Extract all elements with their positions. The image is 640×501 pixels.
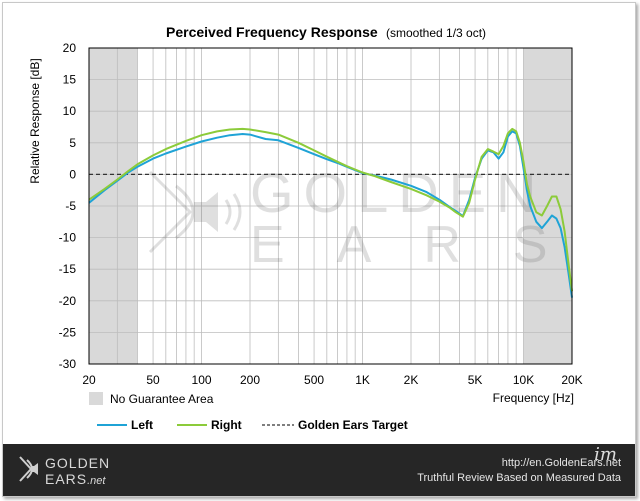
x-tick-label: 20K xyxy=(561,373,582,387)
y-axis-label: Relative Response [dB] xyxy=(28,58,42,183)
watermark-logo-icon xyxy=(148,170,242,254)
y-tick-label: -10 xyxy=(59,231,77,245)
x-tick-label: 50 xyxy=(146,373,160,387)
legend-label-left: Left xyxy=(131,418,153,432)
y-tick-labels: 20 15 10 5 0 -5 -10 -15 -20 -25 -30 xyxy=(59,41,77,371)
y-tick-label: 5 xyxy=(69,136,76,150)
logo-text-golden: GOLDEN xyxy=(45,455,111,471)
y-tick-label: 10 xyxy=(63,104,77,118)
x-axis-label: Frequency [Hz] xyxy=(493,391,574,405)
x-tick-labels: 20 50 100 200 500 1K 2K 5K 10K 20K xyxy=(82,373,582,387)
legend: Left Right Golden Ears Target xyxy=(97,418,408,432)
chart-subtitle: (smoothed 1/3 oct) xyxy=(386,26,486,40)
legend-label-target: Golden Ears Target xyxy=(298,418,408,432)
logo-text-ears-word: EARS xyxy=(45,471,88,487)
series-line-right xyxy=(88,127,573,292)
watermark: GOLDEN EARS xyxy=(148,161,600,274)
footer-url[interactable]: http://en.GoldenEars.net xyxy=(501,457,621,469)
golden-ears-logo-icon xyxy=(19,456,38,482)
no-guarantee-label: No Guarantee Area xyxy=(110,392,214,406)
y-tick-label: 15 xyxy=(63,73,77,87)
y-tick-label: -5 xyxy=(65,199,76,213)
logo-text-ears: EARS.net xyxy=(45,471,105,487)
legend-label-right: Right xyxy=(211,418,242,432)
chart-title: Perceived Frequency Response xyxy=(166,24,378,40)
series-curves xyxy=(88,127,573,298)
x-tick-label: 100 xyxy=(192,373,212,387)
footer-note: Truthful Review Based on Measured Data xyxy=(417,472,621,484)
footer-bar: GOLDEN EARS.net im http://en.GoldenEars.… xyxy=(3,444,635,496)
x-tick-label: 2K xyxy=(404,373,419,387)
x-tick-label: 1K xyxy=(355,373,370,387)
y-tick-label: -25 xyxy=(59,325,77,339)
y-tick-label: -30 xyxy=(59,357,77,371)
no-guarantee-swatch xyxy=(89,392,103,405)
plot-border xyxy=(88,47,573,365)
x-tick-label: 5K xyxy=(468,373,483,387)
y-tick-label: -15 xyxy=(59,262,77,276)
im-stamp: im xyxy=(594,444,617,465)
y-tick-label: -20 xyxy=(59,294,77,308)
x-tick-label: 200 xyxy=(240,373,260,387)
x-tick-label: 20 xyxy=(82,373,96,387)
y-tick-label: 20 xyxy=(63,41,77,55)
x-tick-label: 500 xyxy=(304,373,324,387)
grid-lines xyxy=(89,48,572,364)
watermark-line1: GOLDEN xyxy=(250,161,547,224)
y-tick-label: 0 xyxy=(69,167,76,181)
watermark-line2: EARS xyxy=(250,216,600,274)
series-line-left xyxy=(88,130,573,298)
logo-text-net: .net xyxy=(87,475,106,487)
x-tick-label: 10K xyxy=(513,373,534,387)
